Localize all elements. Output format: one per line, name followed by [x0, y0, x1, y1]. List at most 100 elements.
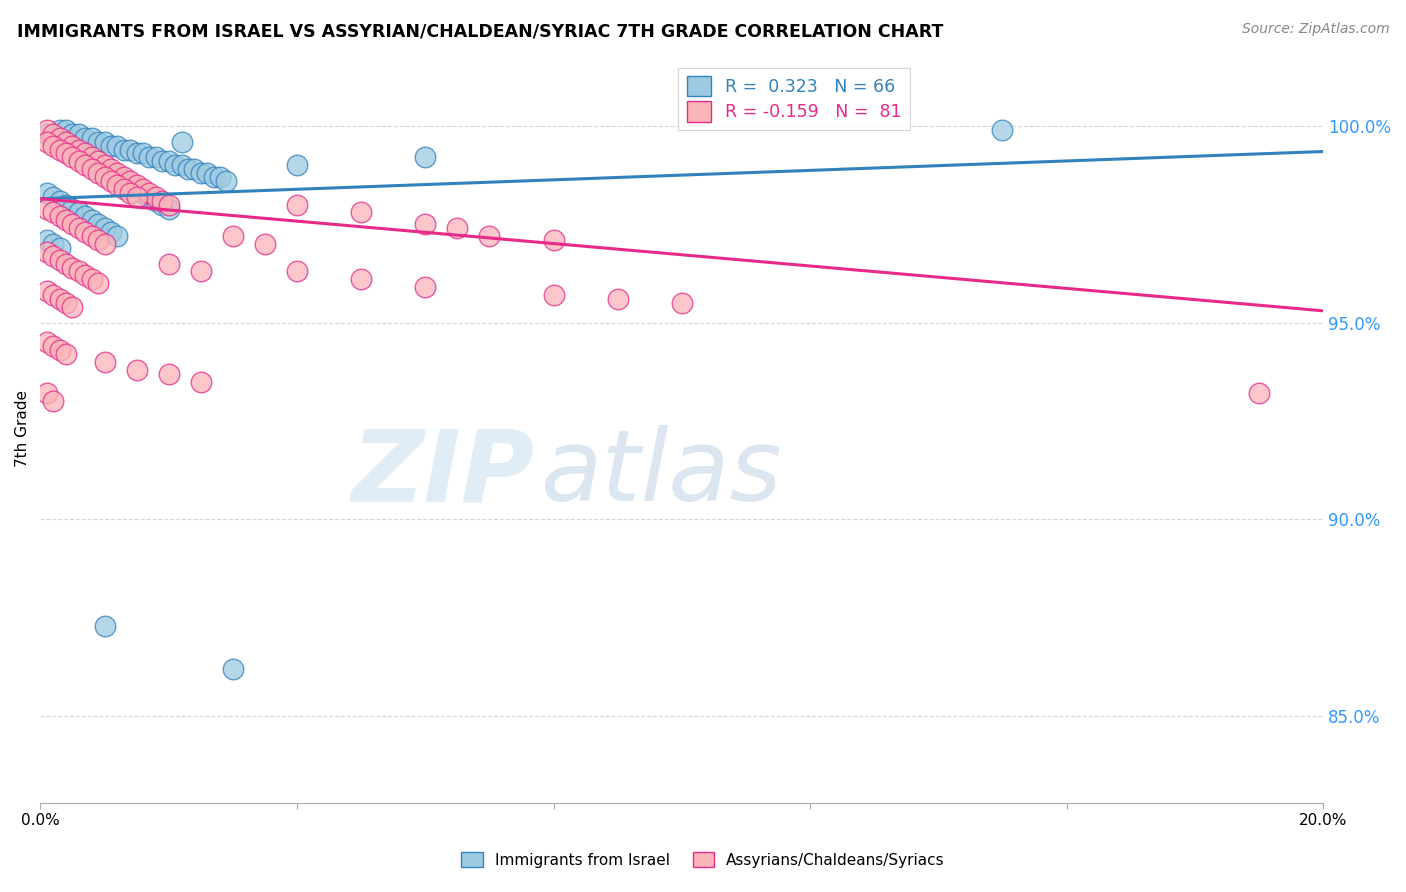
- Point: [138, 190, 160, 204]
- Legend: Immigrants from Israel, Assyrians/Chaldeans/Syriacs: Immigrants from Israel, Assyrians/Chalde…: [456, 846, 950, 873]
- Point: [62, 217, 84, 231]
- Point: [35, 386, 58, 401]
- Point: [35, 244, 58, 259]
- Point: [195, 166, 218, 180]
- Point: [253, 236, 276, 251]
- Point: [35, 127, 58, 141]
- Point: [80, 272, 103, 286]
- Point: [62, 260, 84, 275]
- Point: [48, 343, 70, 358]
- Point: [80, 229, 103, 244]
- Point: [48, 252, 70, 267]
- Point: [75, 225, 97, 239]
- Point: [112, 182, 135, 196]
- Point: [350, 272, 373, 286]
- Y-axis label: 7th Grade: 7th Grade: [15, 391, 30, 467]
- Point: [35, 186, 58, 200]
- Point: [100, 174, 122, 188]
- Point: [48, 130, 70, 145]
- Point: [35, 123, 58, 137]
- Point: [87, 233, 110, 247]
- Point: [413, 280, 436, 294]
- Point: [75, 268, 97, 283]
- Point: [543, 233, 565, 247]
- Point: [157, 202, 180, 216]
- Point: [35, 335, 58, 350]
- Point: [42, 190, 65, 204]
- Point: [157, 367, 180, 381]
- Point: [87, 135, 110, 149]
- Point: [215, 174, 238, 188]
- Point: [75, 146, 97, 161]
- Point: [48, 135, 70, 149]
- Point: [42, 138, 65, 153]
- Point: [75, 158, 97, 172]
- Point: [208, 170, 231, 185]
- Point: [132, 146, 155, 161]
- Point: [42, 249, 65, 263]
- Point: [350, 205, 373, 219]
- Point: [120, 186, 142, 200]
- Point: [543, 288, 565, 302]
- Point: [157, 197, 180, 211]
- Point: [55, 347, 77, 361]
- Point: [48, 143, 70, 157]
- Point: [55, 123, 77, 137]
- Point: [120, 174, 142, 188]
- Point: [105, 229, 128, 244]
- Point: [132, 182, 155, 196]
- Point: [145, 194, 167, 208]
- Point: [35, 202, 58, 216]
- Point: [222, 229, 245, 244]
- Point: [157, 154, 180, 169]
- Point: [67, 146, 90, 161]
- Point: [67, 221, 90, 235]
- Point: [100, 166, 122, 180]
- Point: [1247, 386, 1270, 401]
- Point: [145, 150, 167, 164]
- Point: [120, 178, 142, 192]
- Point: [100, 225, 122, 239]
- Text: IMMIGRANTS FROM ISRAEL VS ASSYRIAN/CHALDEAN/SYRIAC 7TH GRADE CORRELATION CHART: IMMIGRANTS FROM ISRAEL VS ASSYRIAN/CHALD…: [17, 22, 943, 40]
- Point: [150, 194, 173, 208]
- Text: Source: ZipAtlas.com: Source: ZipAtlas.com: [1241, 22, 1389, 37]
- Point: [55, 213, 77, 227]
- Point: [285, 158, 308, 172]
- Point: [42, 288, 65, 302]
- Point: [87, 277, 110, 291]
- Point: [87, 154, 110, 169]
- Point: [105, 166, 128, 180]
- Point: [150, 197, 173, 211]
- Point: [138, 150, 160, 164]
- Point: [93, 355, 115, 369]
- Point: [671, 296, 693, 310]
- Point: [478, 229, 501, 244]
- Point: [413, 150, 436, 164]
- Point: [42, 394, 65, 409]
- Point: [112, 174, 135, 188]
- Text: atlas: atlas: [541, 425, 782, 522]
- Point: [87, 158, 110, 172]
- Point: [80, 162, 103, 177]
- Point: [190, 375, 212, 389]
- Point: [93, 618, 115, 632]
- Point: [413, 217, 436, 231]
- Point: [132, 186, 155, 200]
- Point: [190, 264, 212, 278]
- Point: [62, 150, 84, 164]
- Point: [75, 210, 97, 224]
- Point: [42, 205, 65, 219]
- Point: [35, 284, 58, 298]
- Point: [35, 135, 58, 149]
- Legend: R =  0.323   N = 66, R = -0.159   N =  81: R = 0.323 N = 66, R = -0.159 N = 81: [678, 68, 911, 130]
- Point: [55, 296, 77, 310]
- Point: [125, 363, 148, 377]
- Point: [285, 197, 308, 211]
- Point: [42, 339, 65, 353]
- Point: [606, 292, 628, 306]
- Point: [75, 130, 97, 145]
- Point: [48, 241, 70, 255]
- Point: [202, 170, 225, 185]
- Point: [165, 158, 187, 172]
- Point: [105, 138, 128, 153]
